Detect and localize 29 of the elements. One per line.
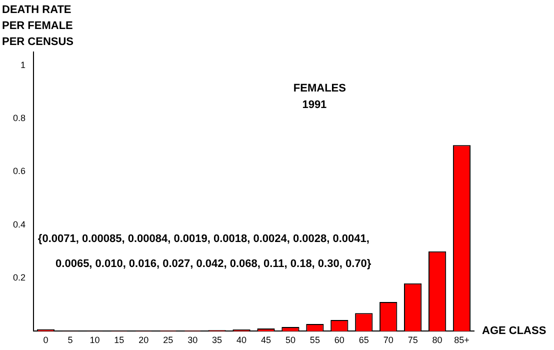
y-tick-label: 1 [20, 60, 26, 70]
y-tick-label: 0.6 [12, 166, 26, 176]
y-tick-label: 0.4 [12, 219, 26, 230]
x-tick-label: 55 [310, 335, 320, 346]
x-tick-label: 0 [43, 335, 48, 346]
x-tick-label: 15 [114, 335, 124, 346]
annotation: 1991 [302, 99, 327, 112]
x-tick-label: 85+ [454, 335, 470, 346]
x-tick-label: 25 [163, 335, 174, 346]
x-tick-label: 75 [408, 335, 418, 346]
x-tick-label: 45 [260, 335, 271, 346]
x-tick-label: 50 [285, 335, 296, 346]
y-tick-label: 0.8 [12, 112, 26, 123]
annotation: FEMALES [293, 82, 346, 94]
x-tick-label: 35 [212, 335, 222, 346]
x-tick-label: 80 [432, 335, 442, 346]
x-tick-label: 20 [138, 335, 149, 346]
x-tick-label: 70 [383, 335, 394, 346]
x-tick-label: 30 [188, 335, 198, 346]
x-tick-label: 60 [334, 335, 344, 346]
y-axis-title: DEATH RATE PER FEMALE PER CENSUS [2, 3, 75, 50]
annotation: 0.0065, 0.010, 0.016, 0.027, 0.042, 0.068, 0.11, 0.18, 0.30, 0.70} [56, 258, 372, 270]
x-tick-label: 5 [68, 335, 73, 346]
x-tick-label: 10 [90, 335, 100, 346]
x-tick-label: 40 [236, 335, 247, 346]
annotation: {0.0071, 0.00085, 0.00084, 0.0019, 0.0018, 0.0024, 0.0028, 0.0041, [38, 233, 370, 246]
x-tick-label: 65 [358, 335, 369, 346]
y-tick-label: 0.2 [12, 272, 26, 283]
x-axis-title: AGE CLASS [482, 325, 546, 338]
